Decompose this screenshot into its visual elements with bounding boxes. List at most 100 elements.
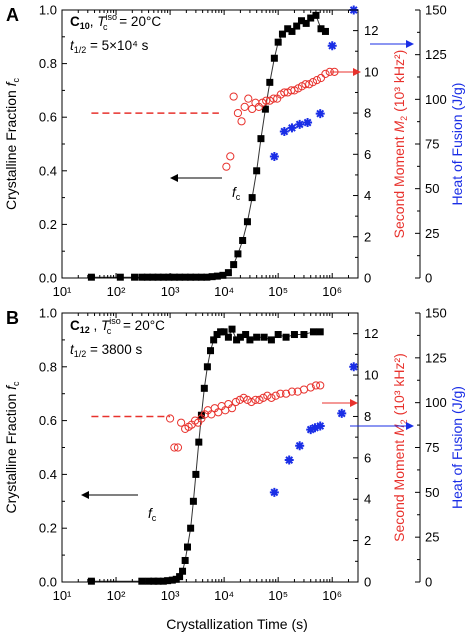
y-right2-tick-label: 150 — [425, 3, 447, 18]
m2-point — [200, 410, 209, 419]
m2-point — [258, 98, 267, 107]
fc-point — [210, 336, 218, 344]
fc-point — [234, 250, 242, 258]
m2-point — [276, 389, 285, 398]
y-right1-tick-label: 8 — [364, 409, 371, 424]
fc-point — [116, 273, 124, 281]
m2-point — [243, 395, 252, 405]
heat-point — [284, 455, 294, 465]
m2-point — [321, 69, 330, 79]
m2-point — [312, 75, 321, 85]
m2-point — [222, 162, 231, 171]
x-tick-label: 10¹ — [53, 284, 72, 299]
fc-point — [187, 273, 195, 281]
y-left-tick-label: 0.6 — [39, 413, 57, 428]
data-layer — [87, 5, 359, 281]
x-tick-label: 10⁵ — [268, 588, 288, 603]
heat-point — [315, 421, 325, 431]
compound-label: C10, Tiso c = 20°C — [70, 12, 161, 32]
fc-point — [168, 576, 176, 584]
heat-point — [295, 119, 305, 129]
fc-point — [213, 272, 221, 280]
heat-point — [315, 109, 325, 119]
half-time-label: t1/2 = 3800 s — [70, 342, 142, 359]
fc-point — [253, 167, 261, 175]
fc-point — [207, 347, 215, 355]
axes-layer: 10¹ 10² 10³ 10⁴ 10⁵ 10⁶ 0.0 0.2 0.4 0.6 0.8 1.0 0 2 4 6… — [3, 3, 465, 300]
fc-point — [302, 19, 310, 27]
m2-point — [227, 404, 237, 413]
panel-label: A — [6, 5, 19, 25]
m2-point — [316, 73, 326, 83]
temp-subscript: c — [107, 326, 112, 336]
y-right1-tick-label: 4 — [364, 492, 371, 507]
fc-point — [176, 273, 184, 281]
m2-point — [269, 94, 278, 103]
y-right1-tick-label: 0 — [364, 271, 371, 286]
panel-b: B C12 , Tiso c = 20°C t1/2 = 3800 s 10¹ 10… — [3, 306, 465, 604]
m2-point — [301, 80, 310, 89]
m2-point — [226, 152, 235, 161]
y-left-tick-label: 0.4 — [39, 467, 57, 482]
fc-point — [159, 577, 167, 585]
data-layer — [87, 325, 359, 585]
heat-point — [269, 152, 279, 162]
m2-point — [233, 108, 243, 118]
y-right1-tick-label: 10 — [364, 64, 378, 79]
x-tick-label: 10⁵ — [268, 284, 288, 299]
fc-point — [200, 384, 208, 392]
y-left-tick-label: 0.8 — [39, 359, 57, 374]
fc-fit-curve — [91, 14, 326, 278]
fc-point — [187, 524, 195, 532]
heat-point — [310, 423, 320, 433]
fc-point — [224, 269, 232, 277]
half-time-value: = 5×10⁴ s — [86, 38, 148, 53]
half-time-value: = 3800 s — [86, 342, 142, 357]
fc-point — [317, 25, 325, 33]
temp-superscript: iso — [109, 316, 121, 326]
panel-label: B — [6, 308, 19, 328]
y-right2-tick-label: 50 — [425, 181, 439, 196]
fc-point — [224, 333, 232, 341]
fc-point — [181, 556, 189, 564]
fc-point — [87, 273, 95, 281]
y-right2-tick-label: 50 — [425, 485, 439, 500]
fc-point — [183, 543, 191, 551]
x-tick-label: 10³ — [161, 284, 180, 299]
fc-point — [321, 27, 329, 35]
fc-point — [307, 14, 315, 22]
y-left-tick-label: 1.0 — [39, 3, 57, 18]
fc-point — [197, 273, 205, 281]
m2-point — [281, 389, 291, 398]
fc-point — [312, 11, 320, 19]
y-right2-tick-label: 0 — [425, 271, 432, 286]
fc-point — [242, 331, 250, 339]
y-left-tick-label: 0.0 — [39, 271, 57, 286]
fc-point — [220, 328, 228, 336]
m2-point — [237, 117, 246, 126]
fc-point — [236, 333, 244, 341]
y-left-tick-label: 0.2 — [39, 521, 57, 536]
fc-point — [170, 273, 178, 281]
x-axis-title: Crystallization Time (s) — [166, 616, 308, 632]
fc-point — [217, 328, 225, 336]
fc-point — [274, 38, 282, 46]
m2-point — [177, 418, 186, 427]
axes-layer: 10¹ 10² 10³ 10⁴ 10⁵ 10⁶ 0.0 0.2 0.4 0.6 0.8 1.0 0 2 4 6… — [3, 306, 465, 604]
temp-subscript: c — [103, 22, 108, 32]
temp-symbol: T — [97, 14, 107, 29]
y-right2-tick-label: 0 — [425, 575, 432, 590]
y-right1-title: Second Moment M2 (10³ kHz²) — [391, 50, 409, 239]
temp-prefix: , — [90, 318, 101, 333]
y-right2-tick-label: 100 — [425, 92, 447, 107]
fc-point — [260, 333, 268, 341]
y-right2-tick-label: 125 — [425, 350, 447, 365]
y-right1-tick-label: 2 — [364, 533, 371, 548]
fc-point — [248, 194, 256, 202]
y-right1-tick-label: 8 — [364, 106, 371, 121]
y-right1-tick-label: 0 — [364, 575, 371, 590]
m2-point — [165, 414, 175, 423]
y-right1-tick-label: 10 — [364, 368, 378, 383]
fc-point — [192, 470, 200, 478]
